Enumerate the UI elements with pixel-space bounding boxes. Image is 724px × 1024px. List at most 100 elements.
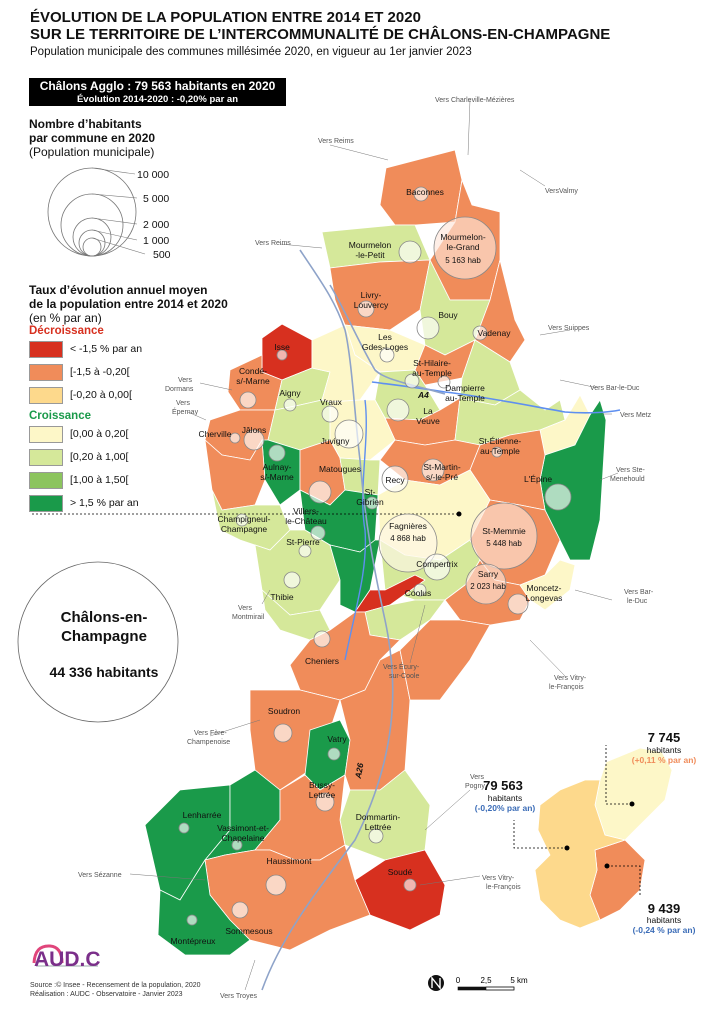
label-conde-2: s/-Marne	[236, 376, 270, 386]
chalons-circle	[17, 561, 179, 723]
label-juvigny: Juvigny	[321, 436, 351, 446]
scale-tick-2-5: 2,5	[480, 976, 492, 985]
title-line-2: SUR LE TERRITOIRE DE L’INTERCOMMUNALITÉ …	[30, 26, 611, 43]
dir-suippes: Vers Suippes	[548, 325, 590, 332]
chalons-location-dot	[456, 511, 462, 517]
inset-dot-center	[564, 845, 570, 851]
inset-dot-north	[629, 801, 635, 807]
label-mourmelon-le-petit-2: -le-Petit	[355, 250, 385, 260]
label-villers-1: Villers-	[293, 506, 319, 516]
rate-legend-title-1: Taux d’évolution annuel moyen	[29, 283, 208, 297]
label-jalons: Jâlons	[242, 425, 267, 435]
circle-vraux	[321, 405, 339, 423]
circle-st-hilaire	[404, 373, 420, 389]
circle-livry	[357, 300, 375, 318]
dir-charleville: Vers Charleville-Mézières	[435, 97, 515, 104]
dir-sezanne: Vers Sézanne	[78, 872, 122, 879]
label-mourmelon-le-grand-pop: 5 163 hab	[445, 256, 481, 265]
rate-swatch	[29, 449, 63, 466]
chalons-name-1: Châlons-en-	[61, 609, 148, 626]
circle-cheniers	[313, 630, 331, 648]
label-la-veuve-1: La	[423, 406, 433, 416]
dir-bar-le-duc-2-2: le-Duc	[627, 598, 648, 605]
rate-legend-title-2: de la population entre 2014 et 2020	[29, 297, 228, 311]
dir-reims-1: Vers Reims	[318, 138, 354, 145]
area-montepreux	[157, 859, 251, 956]
label-st-gibrien-2: Gibrien	[356, 497, 384, 507]
label-la-veuve-2: Veuve	[416, 416, 440, 426]
circle-lenharree	[178, 822, 190, 834]
rate-swatch	[29, 426, 63, 443]
circle-sarry	[465, 563, 507, 605]
rate-legend-title: Taux d’évolution annuel moyen de la popu…	[29, 283, 228, 325]
label-dampierre-1: Dampierre	[445, 383, 485, 393]
inset-dot-south	[604, 863, 610, 869]
label-les-grandes-loges-1: Les	[378, 332, 392, 342]
circle-montepreux	[186, 914, 198, 926]
rate-class-label: > 1,5 % par an	[70, 497, 139, 509]
chalons-name-2: Champagne	[61, 628, 147, 645]
title-line-1: ÉVOLUTION DE LA POPULATION ENTRE 2014 ET…	[30, 9, 421, 26]
label-soudron: Soudron	[268, 706, 300, 716]
label-dampierre-2: au-Temple	[445, 393, 485, 403]
label-st-memmie: St-Memmie	[482, 526, 526, 536]
size-label-10000: 10 000	[137, 169, 169, 181]
dir-ecury-1: Vers Écury-	[383, 662, 420, 671]
inset-center	[534, 779, 627, 929]
size-legend-subtitle: (Population municipale)	[29, 145, 155, 159]
label-sarry-pop: 2 023 hab	[470, 582, 506, 591]
size-label-5000: 5 000	[143, 193, 169, 205]
rate-swatch	[29, 364, 63, 381]
dir-troyes: Vers Troyes	[220, 993, 257, 1000]
dir-fere-2: Champenoise	[187, 739, 230, 746]
dir-montmirail-1: Vers	[238, 605, 253, 612]
source-line-2: Réalisation : AUDC - Observatoire - Janv…	[30, 991, 183, 998]
dir-ste-menehould-1: Vers Ste-	[616, 467, 645, 474]
label-recy: Recy	[385, 475, 405, 485]
circle-isse	[276, 349, 288, 361]
map-title: ÉVOLUTION DE LA POPULATION ENTRE 2014 ET…	[30, 9, 710, 43]
circle-bouy	[416, 316, 440, 340]
circle-vadenay	[472, 325, 488, 341]
label-aulnay-1: Aulnay-	[263, 462, 292, 472]
road-label-a4: A4	[417, 390, 429, 400]
label-bussy-2: Lettrée	[309, 790, 336, 800]
circle-sommesous	[231, 901, 249, 919]
dir-dormans-2: Dormans	[165, 386, 194, 393]
label-st-memmie-pop: 5 448 hab	[486, 539, 522, 548]
rate-legend-subtitle: (en % par an)	[29, 311, 102, 325]
circle-vassimont	[231, 839, 243, 851]
circle-vatry	[327, 747, 341, 761]
label-haussimont: Haussimont	[267, 856, 313, 866]
inset-center-rate: (-0,20% par an)	[475, 803, 536, 813]
label-bouy: Bouy	[438, 310, 458, 320]
label-champigneul-2: Champagne	[221, 524, 268, 534]
scale-tick-0: 0	[456, 976, 461, 985]
area-south-east	[399, 619, 491, 701]
circle-fagnieres	[378, 513, 438, 573]
rate-swatch	[29, 472, 63, 489]
inset-center-pop: 79 563	[483, 778, 523, 793]
circle-recy	[381, 465, 409, 493]
label-st-martin-1: St-Martin-	[423, 462, 460, 472]
label-conde-1: Condé-	[239, 366, 267, 376]
inset-center-word: habitants	[488, 793, 523, 803]
dir-dormans-1: Vers	[178, 377, 193, 384]
label-st-pierre: St-Pierre	[286, 537, 320, 547]
label-cheniers: Cheniers	[305, 656, 339, 666]
circle-haussimont	[265, 874, 287, 896]
river-marne	[344, 399, 367, 661]
north-arrow-icon	[428, 975, 444, 991]
label-isse: Isse	[274, 342, 290, 352]
dir-vitry-1-1: Vers Vitry-	[554, 675, 587, 682]
circle-les-grandes-loges	[379, 347, 395, 363]
scale-tick-5km: 5 km	[510, 976, 528, 985]
circle-thibie	[283, 571, 301, 589]
rate-class-label: [1,00 à 1,50[	[70, 474, 129, 486]
dir-reims-2: Vers Reims	[255, 240, 291, 247]
circle-aulnay	[268, 444, 286, 462]
dir-fere-1: Vers Fère-	[194, 730, 227, 737]
dir-ecury-2: sur-Coole	[389, 673, 419, 680]
circle-la-veuve	[386, 398, 410, 422]
